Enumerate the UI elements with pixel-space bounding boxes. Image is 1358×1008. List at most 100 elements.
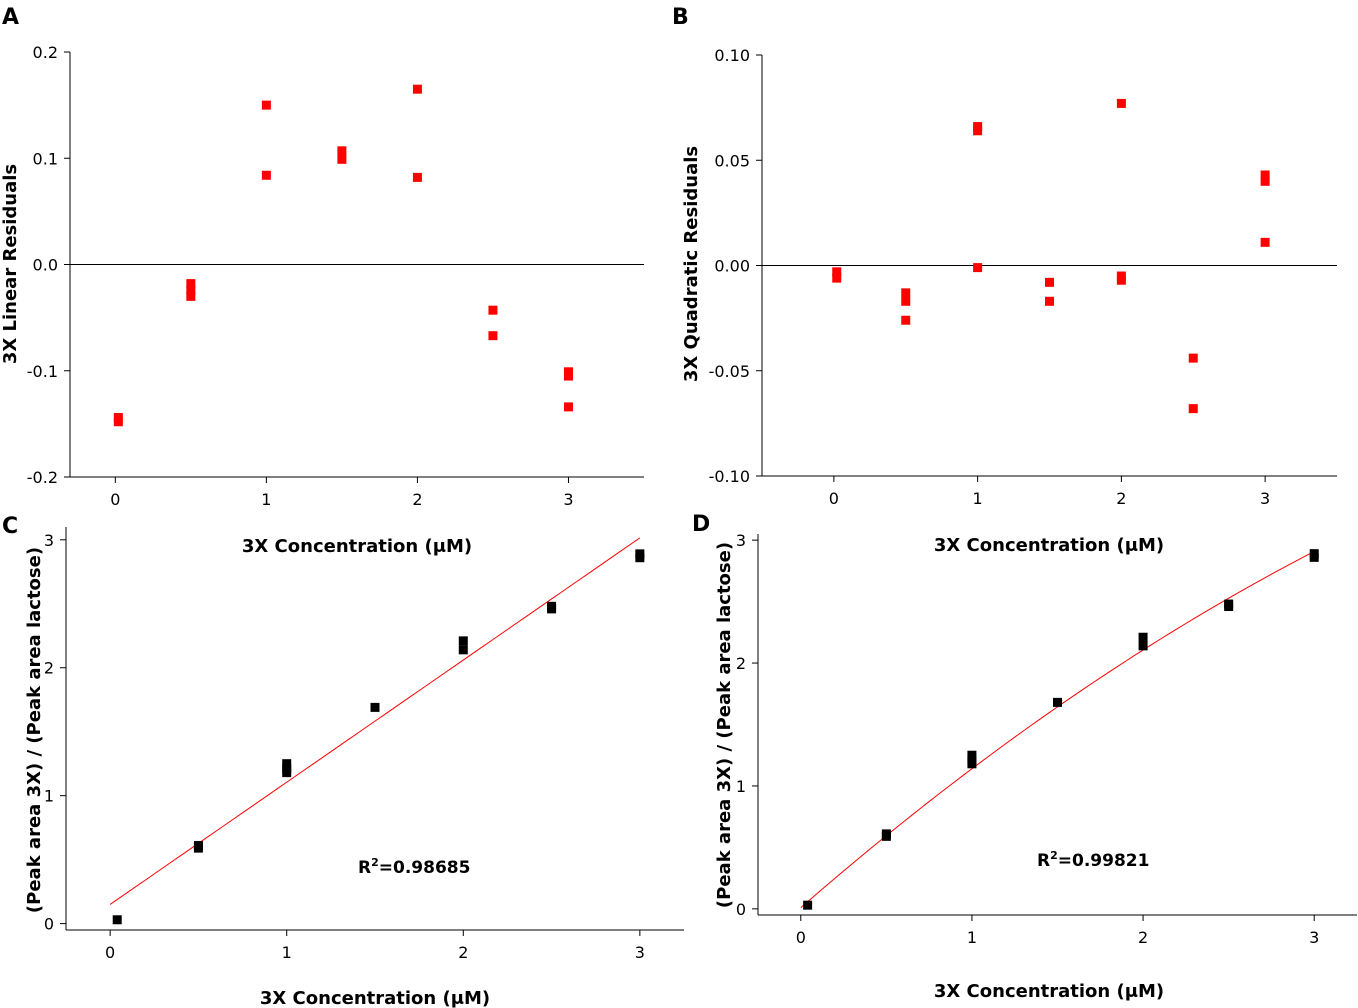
panel-letter: A — [2, 5, 19, 30]
y-tick-label: -0.05 — [709, 362, 750, 381]
data-point — [488, 305, 498, 315]
x-tick-label: 2 — [1138, 928, 1148, 947]
data-point — [186, 279, 196, 289]
data-point — [1309, 549, 1319, 559]
data-point — [547, 601, 557, 611]
x-axis-title: 3X Concentration (μM) — [242, 536, 472, 557]
x-tick-label: 1 — [973, 489, 983, 508]
x-axis-title: 3X Concentration (μM) — [934, 981, 1164, 1002]
y-tick-label: 0.10 — [714, 46, 750, 65]
data-point — [832, 267, 842, 277]
x-tick-label: 2 — [458, 943, 468, 962]
y-tick-label: 0.2 — [33, 43, 58, 62]
x-tick-label: 0 — [110, 490, 120, 509]
r-squared-annotation: R2=0.99821 — [1037, 849, 1149, 871]
x-tick-label: 3 — [1309, 928, 1319, 947]
x-tick-label: 2 — [412, 490, 422, 509]
data-point — [901, 296, 911, 306]
data-point — [1188, 353, 1198, 363]
data-point — [1260, 237, 1270, 247]
data-point — [458, 645, 468, 655]
x-tick-label: 0 — [796, 928, 806, 947]
data-point — [488, 331, 498, 341]
data-point — [967, 750, 977, 760]
x-tick-label: 3 — [563, 490, 573, 509]
y-tick-label: 0 — [736, 900, 746, 919]
data-point — [635, 549, 645, 559]
fit-line — [109, 537, 641, 905]
data-point — [1224, 599, 1234, 609]
data-point — [563, 402, 573, 412]
data-point — [186, 291, 196, 301]
data-point — [1045, 277, 1054, 287]
y-tick-label: 3 — [44, 531, 54, 550]
data-point — [901, 315, 911, 325]
data-point — [563, 371, 573, 381]
data-point — [967, 755, 977, 765]
data-point — [832, 273, 842, 283]
data-point — [261, 170, 271, 180]
data-point — [1045, 296, 1054, 306]
x-tick-label: 3 — [635, 943, 645, 962]
data-point — [1188, 404, 1198, 414]
data-point — [337, 146, 347, 156]
y-tick-label: 0.00 — [714, 257, 750, 276]
panel-a: A 0 1 2 3 -0.2 -0.1 0.0 0.1 0.2 3X Concentration (… — [0, 5, 644, 557]
y-tick-label: 1 — [44, 787, 54, 806]
x-tick-label: 1 — [967, 928, 977, 947]
panel-letter: C — [2, 514, 18, 539]
y-axis-title: (Peak area 3X) / (Peak area lactose) — [24, 547, 45, 913]
y-tick-label: 0.0 — [33, 256, 58, 275]
data-point — [1138, 641, 1148, 651]
panel-letter: D — [692, 512, 710, 537]
x-axis-title: 3X Concentration (μM) — [934, 535, 1164, 556]
y-tick-label: 1 — [736, 777, 746, 796]
data-point — [458, 636, 468, 646]
x-tick-label: 3 — [1260, 489, 1270, 508]
data-point — [1260, 176, 1270, 186]
data-point — [901, 288, 911, 298]
data-point — [282, 759, 292, 769]
x-tick-label: 1 — [261, 490, 271, 509]
data-point — [112, 915, 122, 925]
data-point — [1116, 275, 1126, 285]
data-point — [370, 702, 380, 712]
data-point — [412, 172, 422, 182]
y-tick-label: -0.1 — [27, 362, 58, 381]
y-axis-title: 3X Linear Residuals — [0, 164, 21, 364]
data-point — [261, 100, 271, 110]
panel-c: C 0 1 2 3 0 1 2 3 3X Concentration (μM) (Peak area… — [2, 514, 684, 1008]
y-axis-title: (Peak area 3X) / (Peak area lactose) — [714, 542, 735, 908]
data-point — [412, 84, 422, 94]
data-point — [973, 263, 983, 273]
panel-b: B 0 1 2 3 -0.10 -0.05 0.00 0.05 0.10 3X Concentrat… — [672, 5, 1337, 556]
data-point — [282, 764, 292, 774]
y-tick-label: 0.05 — [714, 151, 750, 170]
panel-d: D 0 1 2 3 0 1 2 3 3X Concentration (μM) (Peak area… — [692, 512, 1357, 1002]
x-tick-label: 0 — [105, 943, 115, 962]
data-point — [1138, 632, 1148, 642]
data-point — [193, 841, 203, 851]
r-squared-annotation: R2=0.98685 — [358, 856, 470, 878]
x-tick-label: 2 — [1116, 489, 1126, 508]
y-tick-label: 2 — [736, 654, 746, 673]
data-point — [803, 900, 813, 910]
y-tick-label: 0 — [44, 915, 54, 934]
y-tick-label: 3 — [736, 531, 746, 550]
y-axis-title: 3X Quadratic Residuals — [681, 146, 702, 382]
y-tick-label: -0.10 — [709, 467, 750, 486]
data-point — [186, 285, 196, 295]
data-point — [1116, 98, 1126, 108]
y-tick-label: 0.1 — [33, 149, 58, 168]
data-point — [1260, 170, 1270, 180]
y-tick-label: 2 — [44, 659, 54, 678]
data-point — [1053, 697, 1062, 707]
y-tick-label: -0.2 — [27, 468, 58, 487]
data-point — [113, 417, 123, 427]
x-tick-label: 0 — [829, 489, 839, 508]
data-point — [337, 154, 347, 164]
x-axis-title: 3X Concentration (μM) — [260, 988, 490, 1008]
panel-letter: B — [672, 5, 689, 30]
data-point — [881, 829, 891, 839]
